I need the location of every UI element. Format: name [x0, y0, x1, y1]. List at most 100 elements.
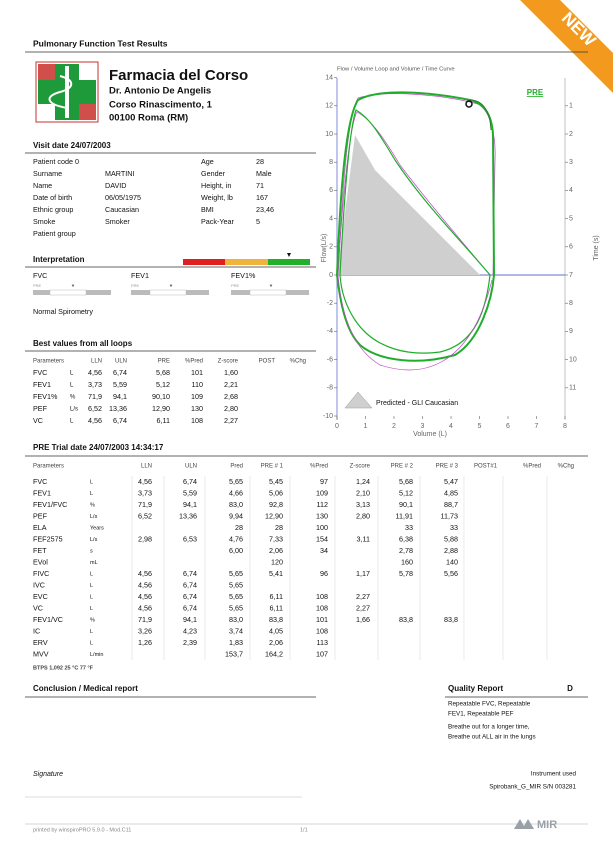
cell: 153,7	[225, 649, 243, 658]
y2-tick-label: 9	[569, 328, 573, 335]
cell: FIVC	[33, 569, 49, 578]
y2-tick-label: 8	[569, 300, 573, 307]
cell-unit: %	[90, 502, 95, 508]
cell: 1,66	[356, 615, 370, 624]
interpretation-tag: PRE	[131, 283, 140, 288]
cell: 28	[235, 523, 243, 532]
new-ribbon	[520, 0, 613, 93]
cell-unit: L	[90, 606, 93, 612]
y-tick-label: -8	[327, 385, 333, 392]
footnote: BTPS 1,092 25 °C 77 °F	[33, 665, 94, 671]
section-title: Conclusion / Medical report	[33, 684, 138, 693]
y2-tick-label: 6	[569, 244, 573, 251]
cell: 108	[316, 626, 328, 635]
cell: 2,21	[224, 380, 238, 389]
cell: ERV	[33, 638, 48, 647]
x-tick-label: 0	[335, 423, 339, 430]
column-header: Pred	[230, 464, 243, 470]
y-tick-label: -6	[327, 356, 333, 363]
y-axis-label: Flow(L/s)	[321, 234, 328, 263]
cell: 5,65	[229, 592, 243, 601]
cell: 6,74	[183, 603, 197, 612]
cell: 5,68	[399, 477, 413, 486]
cell: 6,52	[88, 404, 102, 413]
cell: 4,66	[229, 488, 243, 497]
field-value: Smoker	[105, 217, 130, 226]
cell: 83,8	[399, 615, 413, 624]
y-tick-label: 0	[329, 272, 333, 279]
cell: 3,13	[356, 500, 370, 509]
cell: 3,73	[138, 488, 152, 497]
interpretation-bars	[33, 289, 309, 296]
x-tick-label: 3	[421, 423, 425, 430]
cell: 113	[317, 638, 328, 647]
column-header: POST	[259, 359, 276, 365]
cell: 34	[320, 546, 328, 555]
cell: 13,36	[179, 511, 197, 520]
y-tick-label: -2	[327, 300, 333, 307]
interpretation-marker: *	[170, 284, 173, 291]
address: Corso Rinascimento, 1	[109, 100, 213, 111]
cell: 2,06	[269, 546, 283, 555]
cell-unit: L	[70, 371, 74, 377]
column-header: Z-score	[350, 464, 371, 470]
y-tick-label: -10	[323, 413, 333, 420]
cell: 90,10	[152, 392, 170, 401]
cell: 4,56	[138, 569, 152, 578]
y-tick-label: 6	[329, 187, 333, 194]
y-tick-label: 10	[325, 131, 333, 138]
cell: 88,7	[444, 500, 458, 509]
cell: 2,27	[224, 416, 238, 425]
cell: 6,74	[183, 477, 197, 486]
column-header: ULN	[185, 464, 197, 470]
cell: EVol	[33, 557, 48, 566]
cell: 4,56	[88, 368, 102, 377]
cell: 5,56	[444, 569, 458, 578]
cell-unit: L/s	[70, 407, 78, 413]
cell: 2,88	[444, 546, 458, 555]
cell: MVV	[33, 649, 49, 658]
cell: 4,76	[229, 534, 243, 543]
cell: 4,56	[88, 416, 102, 425]
cell: 96	[320, 569, 328, 578]
field-label: Surname	[33, 169, 62, 178]
cell: 83,0	[229, 615, 243, 624]
y-tick-label: -4	[327, 328, 333, 335]
cell: FEV1/VC	[33, 615, 63, 624]
column-header: Z-score	[218, 359, 239, 365]
cell: FEF2575	[33, 534, 63, 543]
section-title: Best values from all loops	[33, 339, 133, 348]
y-tick-label: 8	[329, 159, 333, 166]
cell: IVC	[33, 580, 45, 589]
cell: 9,94	[229, 511, 243, 520]
x-axis-label: Volume (L)	[413, 431, 447, 438]
column-header: LLN	[91, 359, 102, 365]
column-header: PRE	[158, 359, 170, 365]
y2-tick-label: 5	[569, 215, 573, 222]
x-tick-label: 5	[478, 423, 482, 430]
cell: 71,9	[138, 615, 152, 624]
cell: 33	[450, 523, 458, 532]
column-header: ULN	[115, 359, 127, 365]
x-tick-label: 6	[506, 423, 510, 430]
cell: FEV1	[33, 380, 51, 389]
cell: 3,73	[88, 380, 102, 389]
cell: 2,27	[356, 603, 370, 612]
cell: FET	[33, 546, 47, 555]
cell: 6,52	[138, 511, 152, 520]
field-label: Date of birth	[33, 193, 72, 202]
signature-label: Signature	[33, 771, 63, 778]
cell: 2,39	[183, 638, 197, 647]
cell: VC	[33, 416, 43, 425]
cell-unit: L	[90, 491, 93, 497]
page-number: 1/1	[300, 827, 308, 833]
cell: PEF	[33, 404, 48, 413]
field-label: BMI	[201, 205, 214, 214]
cell-unit: %	[90, 617, 95, 623]
cell: 101	[191, 368, 203, 377]
y-tick-label: 2	[329, 244, 333, 251]
cell: 13,36	[109, 404, 127, 413]
cell: 5,65	[229, 580, 243, 589]
cell: 94,1	[113, 392, 127, 401]
